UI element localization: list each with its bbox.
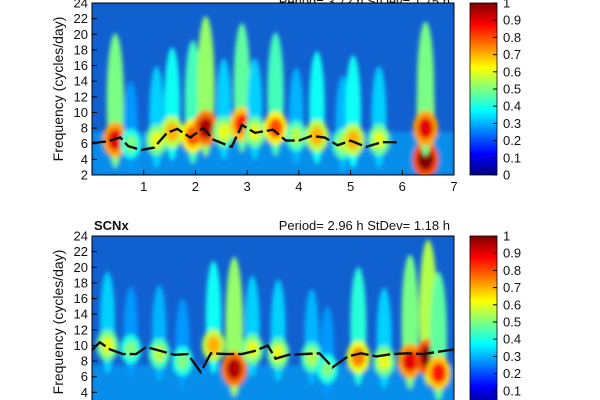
plot-frame-top — [91, 2, 455, 176]
heatmap-top — [92, 3, 454, 175]
burst-core-bot-3 — [176, 352, 189, 370]
ridge-line-top — [92, 123, 398, 152]
y-label-bottom: Frequency (cycles/day) — [50, 250, 66, 395]
burst-core-top-10 — [290, 127, 303, 145]
x-tick-label: 3 — [244, 179, 251, 194]
y-tick-label: 4 — [81, 152, 88, 167]
y-tick-label: 20 — [74, 260, 88, 275]
burst-core-top-5 — [197, 117, 214, 139]
burst-core-bot-5 — [226, 358, 243, 380]
y-tick-label: 16 — [74, 58, 88, 73]
y-tick-label: 20 — [74, 27, 88, 42]
y-tick-label: 2 — [81, 168, 88, 183]
burst-core-top-9 — [268, 118, 283, 139]
x-tick-label: 5 — [347, 179, 354, 194]
colorbar-tick-label: 0.8 — [503, 30, 521, 45]
y-tick-label: 14 — [74, 307, 88, 322]
colorbar-tick-label: 0.6 — [503, 64, 521, 79]
heatmap-bottom — [92, 236, 454, 400]
x-tick-label: 6 — [399, 179, 406, 194]
y-tick-label: 8 — [81, 354, 88, 369]
panel-top: Period= 3.72 h StDev= 1.75 h 24681012141… — [50, 0, 521, 194]
x-tick-label: 4 — [295, 179, 302, 194]
burst-core-bot-12 — [402, 350, 418, 372]
title-bottom: SCNx — [94, 218, 129, 233]
colorbar-tick-label: 0.4 — [503, 99, 521, 114]
colorbar-tick-label: 0.7 — [503, 47, 521, 62]
y-tick-label: 18 — [74, 42, 88, 57]
ridge-line-bottom — [92, 340, 454, 375]
burst-core-bot-9 — [321, 360, 334, 378]
burst-core-top-6 — [217, 123, 231, 141]
burst-core-top-16 — [417, 117, 434, 139]
burst-core-top-14 — [372, 130, 386, 149]
colorbar-bottom-gradient — [469, 235, 498, 400]
colorbar-tick-label: 1 — [503, 229, 510, 244]
burst-core-bot-14 — [431, 362, 446, 384]
colorbar-top: 0 0.1 0.2 0.3 0.4 0.5 0.6 0.7 0.8 0.9 1 — [469, 0, 521, 183]
y-tick-label: 24 — [74, 0, 88, 11]
x-tick-label: 7 — [450, 179, 457, 194]
y-tick-label: 6 — [81, 136, 88, 151]
burst-core-top-2 — [150, 130, 164, 149]
x-axis-top: 1 2 3 4 5 6 7 — [140, 170, 458, 194]
x-tick-label: 1 — [140, 179, 147, 194]
colorbar-tick-label: 0 — [503, 168, 510, 183]
plot-frame-bottom — [91, 235, 455, 400]
y-tick-label: 14 — [74, 74, 88, 89]
y-tick-label: 12 — [74, 89, 88, 104]
annotation-bottom: Period= 2.96 h StDev= 1.18 h — [279, 218, 450, 233]
burst-core-bot-8 — [305, 348, 318, 366]
colorbar-tick-label: 0.8 — [503, 263, 521, 278]
x-tick-label: 2 — [192, 179, 199, 194]
y-tick-label: 10 — [74, 105, 88, 120]
y-tick-label: 22 — [74, 244, 88, 259]
colorbar-tick-label: 0.5 — [503, 82, 521, 97]
colorbar-tick-label: 0.2 — [503, 366, 521, 381]
y-tick-label: 8 — [81, 121, 88, 136]
y-tick-label: 12 — [74, 322, 88, 337]
colorbar-bottom: 00.10.20.30.40.50.60.70.80.91 — [469, 229, 521, 400]
colorbar-tick-label: 1 — [503, 0, 510, 11]
colorbar-tick-label: 0.5 — [503, 315, 521, 330]
colorbar-top-gradient — [469, 2, 498, 176]
burst-core-bot-6 — [245, 340, 259, 359]
burst-core-bot-7 — [271, 344, 285, 363]
y-tick-label: 4 — [81, 385, 88, 400]
colorbar-tick-label: 0.6 — [503, 297, 521, 312]
colorbar-tick-label: 0.4 — [503, 332, 521, 347]
colorbar-tick-label: 0.2 — [503, 133, 521, 148]
burst-core-bot-10 — [351, 347, 366, 367]
y-tick-label: 16 — [74, 291, 88, 306]
y-tick-label: 24 — [74, 229, 88, 244]
colorbar-tick-label: 0.9 — [503, 246, 521, 261]
colorbar-tick-label: 0.3 — [503, 116, 521, 131]
y-tick-label: 22 — [74, 11, 88, 26]
colorbar-tick-label: 0.9 — [503, 13, 521, 28]
colorbar-tick-label: 0.1 — [503, 150, 521, 165]
burst-core-top-13 — [346, 130, 360, 150]
burst-core-bot-2 — [153, 344, 166, 363]
burst-core-top-15 — [417, 148, 434, 171]
y-label-top: Frequency (cycles/day) — [50, 17, 66, 162]
burst-core-bot-4 — [206, 335, 221, 355]
colorbar-tick-label: 0.1 — [503, 383, 521, 398]
burst-core-bot-1 — [124, 340, 137, 358]
y-tick-label: 10 — [74, 338, 88, 353]
colorbar-tick-label: 0.3 — [503, 349, 521, 364]
heatmap-band — [92, 365, 454, 400]
y-tick-label: 18 — [74, 275, 88, 290]
y-tick-label: 6 — [81, 369, 88, 384]
colorbar-tick-label: 0.7 — [503, 280, 521, 295]
panel-bottom: SCNx Period= 2.96 h StDev= 1.18 h 246810… — [50, 218, 521, 400]
